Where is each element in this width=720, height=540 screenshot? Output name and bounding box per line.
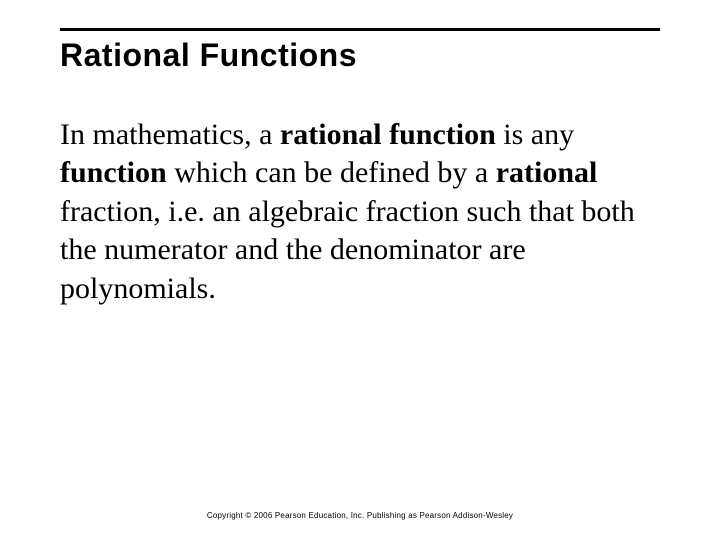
title-rule <box>60 28 660 31</box>
body-seg3: which can be defined by a <box>167 156 496 189</box>
slide-title: Rational Functions <box>60 37 660 74</box>
body-seg2: is any <box>496 118 574 151</box>
slide-body: In mathematics, a rational function is a… <box>60 116 660 308</box>
copyright-footer: Copyright © 2006 Pearson Education, Inc.… <box>0 511 720 520</box>
body-bold1: rational function <box>280 118 496 151</box>
body-bold2: function <box>60 156 167 189</box>
body-bold3: rational <box>496 156 598 189</box>
body-seg4: fraction, i.e. an algebraic fraction suc… <box>60 195 635 305</box>
body-seg1: In mathematics, a <box>60 118 280 151</box>
slide-container: Rational Functions In mathematics, a rat… <box>0 0 720 540</box>
